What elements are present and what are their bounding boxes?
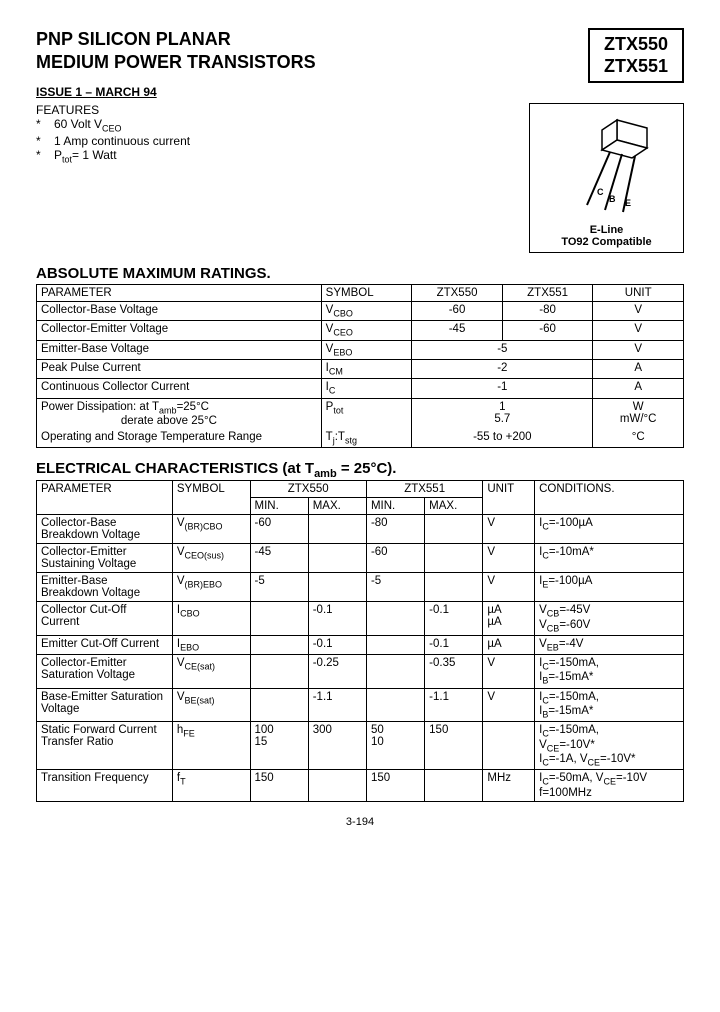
package-box: C B E E-Line TO92 Compatible (529, 103, 684, 253)
feature-item: *1 Amp continuous current (36, 134, 529, 148)
feature-item: *Ptot= 1 Watt (36, 148, 529, 164)
pin-e-label: E (625, 198, 631, 208)
table-row: Collector-Base Breakdown VoltageV(BR)CBO… (37, 515, 684, 544)
table-row: Collector-Emitter Voltage VCEO -45 -60 V (37, 321, 684, 340)
part-1: ZTX550 (604, 34, 668, 56)
part-2: ZTX551 (604, 56, 668, 78)
ec-title: ELECTRICAL CHARACTERISTICS (at Tamb = 25… (36, 460, 684, 480)
title-line2: MEDIUM POWER TRANSISTORS (36, 51, 588, 74)
amr-title: ABSOLUTE MAXIMUM RATINGS. (36, 265, 684, 282)
pin-b-label: B (609, 194, 616, 204)
features-block: FEATURES *60 Volt VCEO *1 Amp continuous… (36, 103, 529, 164)
table-row: Peak Pulse Current ICM -2 A (37, 360, 684, 379)
ec-table: PARAMETER SYMBOL ZTX550 ZTX551 UNIT COND… (36, 480, 684, 801)
table-row: Emitter Cut-Off CurrentIEBO-0.1-0.1µAVEB… (37, 635, 684, 654)
title-line1: PNP SILICON PLANAR (36, 28, 588, 51)
page-number: 3-194 (36, 816, 684, 828)
table-row: Collector-Base Voltage VCBO -60 -80 V (37, 302, 684, 321)
table-row: PARAMETER SYMBOL ZTX550 ZTX551 UNIT COND… (37, 481, 684, 498)
table-row: Emitter-Base Breakdown VoltageV(BR)EBO-5… (37, 573, 684, 602)
table-row: Collector Cut-Off CurrentICBO-0.1-0.1µAµ… (37, 602, 684, 636)
table-row: Emitter-Base Voltage VEBO -5 V (37, 340, 684, 359)
table-row: Collector-Emitter Saturation VoltageVCE(… (37, 655, 684, 689)
table-row: Operating and Storage Temperature Range … (37, 429, 684, 448)
pin-c-label: C (597, 187, 604, 197)
table-row: Power Dissipation: at Tamb=25°C derate a… (37, 398, 684, 429)
features-row: FEATURES *60 Volt VCEO *1 Amp continuous… (36, 103, 684, 253)
table-row: Collector-Emitter Sustaining VoltageVCEO… (37, 544, 684, 573)
title-block: PNP SILICON PLANAR MEDIUM POWER TRANSIST… (36, 28, 588, 73)
features-title: FEATURES (36, 103, 529, 117)
table-row: Transition FrequencyfT150150MHzIC=-50mA,… (37, 770, 684, 801)
feature-item: *60 Volt VCEO (36, 117, 529, 133)
transistor-icon: C B E (547, 110, 667, 220)
issue-line: ISSUE 1 – MARCH 94 (36, 85, 684, 99)
table-row: Static Forward Current Transfer RatiohFE… (37, 722, 684, 770)
amr-table: PARAMETER SYMBOL ZTX550 ZTX551 UNIT Coll… (36, 284, 684, 448)
package-line2: TO92 Compatible (536, 236, 677, 248)
table-row: PARAMETER SYMBOL ZTX550 ZTX551 UNIT (37, 285, 684, 302)
header-row: PNP SILICON PLANAR MEDIUM POWER TRANSIST… (36, 28, 684, 83)
table-row: Base-Emitter Saturation VoltageVBE(sat)-… (37, 688, 684, 722)
table-row: Continuous Collector Current IC -1 A (37, 379, 684, 398)
part-number-box: ZTX550 ZTX551 (588, 28, 684, 83)
package-line1: E-Line (536, 224, 677, 236)
